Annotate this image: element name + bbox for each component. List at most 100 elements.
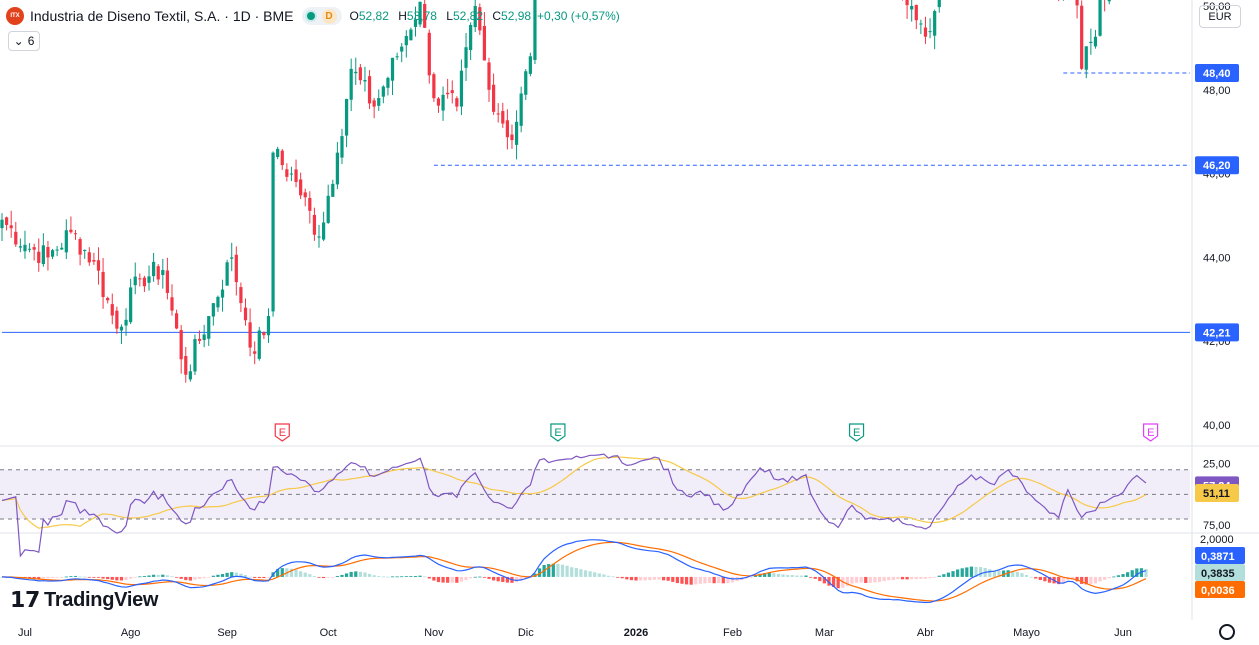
candle: [349, 68, 353, 100]
earnings-marker-icon: [550, 423, 566, 442]
macd-histogram-bar: [758, 573, 762, 577]
symbol-logo[interactable]: ITX: [6, 7, 24, 25]
candle: [152, 261, 156, 277]
candle: [1089, 41, 1093, 44]
macd-histogram-bar: [891, 576, 895, 580]
macd-histogram-bar: [170, 576, 174, 578]
market-status[interactable]: D: [301, 7, 342, 25]
symbol-title[interactable]: Industria de Diseno Textil, S.A. · 1D · …: [30, 8, 294, 24]
macd-histogram-bar: [230, 572, 234, 577]
candle: [441, 94, 445, 111]
macd-histogram-bar: [331, 576, 335, 578]
candle: [519, 93, 523, 126]
candle: [230, 257, 234, 259]
candle: [528, 56, 532, 74]
candle: [60, 247, 64, 250]
macd-histogram-bar: [1093, 576, 1098, 584]
indicator-selector[interactable]: ⌄ 6: [8, 31, 40, 51]
candle: [372, 100, 376, 107]
macd-histogram-bar: [501, 576, 505, 583]
macd-value: 0,0036: [1201, 585, 1235, 597]
macd-histogram-bar: [960, 568, 964, 577]
macd-histogram-bar: [1038, 576, 1042, 580]
macd-histogram-bar: [524, 576, 528, 579]
rsi-ma-value: 51,11: [1203, 488, 1230, 500]
macd-histogram-bar: [537, 568, 542, 577]
candle: [427, 32, 431, 76]
macd-histogram-bar: [409, 576, 413, 577]
macd-histogram-bar: [446, 576, 450, 583]
earnings-marker-label: E: [853, 427, 860, 439]
tradingview-logo[interactable]: 𝟭𝟳 TradingView: [10, 587, 158, 613]
macd-histogram-bar: [262, 576, 266, 579]
macd-histogram-bar: [643, 576, 647, 581]
macd-histogram-bar: [629, 576, 634, 581]
macd-histogram-bar: [491, 576, 496, 581]
candle: [23, 244, 27, 252]
time-axis-label: Abr: [917, 627, 934, 639]
candle: [928, 31, 932, 33]
macd-histogram-bar: [152, 574, 156, 577]
candle: [106, 297, 110, 301]
candle: [533, 0, 537, 60]
macd-histogram-bar: [942, 574, 946, 577]
macd-histogram-bar: [1144, 568, 1148, 577]
macd-histogram-bar: [551, 563, 555, 577]
macd-histogram-bar: [827, 576, 831, 586]
candle: [423, 3, 427, 28]
macd-histogram-bar: [588, 571, 592, 577]
macd-histogram-bar: [648, 576, 652, 581]
macd-histogram-bar: [253, 576, 257, 578]
candle: [510, 134, 514, 141]
candle: [211, 303, 215, 317]
macd-histogram-bar: [547, 564, 551, 577]
earnings-marker-icon: [1142, 423, 1159, 442]
macd-histogram-bar: [721, 576, 725, 584]
candle: [505, 120, 509, 138]
macd-histogram-bar: [616, 576, 620, 578]
macd-histogram-bar: [652, 576, 657, 580]
candle: [386, 77, 390, 88]
macd-histogram-bar: [220, 574, 225, 577]
price-tick-label: 48,00: [1203, 85, 1231, 97]
macd-histogram-bar: [583, 570, 588, 577]
ohlc-readout: O52,82 H53,78 L52,82 C52,98: [349, 9, 532, 23]
macd-histogram-bar: [354, 571, 358, 577]
candle: [4, 217, 9, 225]
macd-histogram-bar: [1034, 576, 1038, 579]
macd-histogram-bar: [689, 576, 693, 585]
macd-histogram-bar: [234, 572, 238, 577]
macd-histogram-bar: [46, 576, 50, 579]
macd-histogram-bar: [1029, 576, 1033, 578]
macd-histogram-bar: [671, 576, 675, 582]
earnings-marker-icon: [274, 423, 290, 442]
currency-selector[interactable]: EUR: [1199, 5, 1241, 28]
candle: [193, 339, 197, 372]
macd-histogram-bar: [1024, 575, 1029, 577]
candle: [184, 355, 188, 375]
macd-histogram-bar: [289, 568, 294, 577]
price-level-badge: [1195, 323, 1239, 342]
candle: [464, 47, 468, 68]
candle: [285, 169, 289, 177]
macd-histogram-bar: [786, 575, 790, 577]
gear-icon[interactable]: [1219, 624, 1235, 640]
macd-histogram-bar: [978, 567, 983, 577]
candle: [395, 56, 399, 58]
candle: [32, 247, 36, 250]
macd-histogram-bar: [436, 576, 441, 583]
macd-histogram-bar: [969, 566, 974, 577]
macd-histogram-bar: [1061, 576, 1065, 583]
price-tick-label: 44,00: [1203, 252, 1231, 264]
macd-histogram-bar: [997, 570, 1001, 577]
macd-histogram-bar: [418, 575, 422, 577]
macd-tick-label: 2,0000: [1200, 534, 1234, 546]
macd-histogram-bar: [684, 576, 689, 585]
macd-histogram-bar: [377, 576, 381, 577]
macd-histogram-bar: [1006, 570, 1010, 577]
macd-histogram-bar: [133, 576, 137, 578]
macd-histogram-bar: [845, 576, 849, 586]
chart-header: ITX Industria de Diseno Textil, S.A. · 1…: [6, 6, 620, 26]
candle: [514, 121, 519, 145]
